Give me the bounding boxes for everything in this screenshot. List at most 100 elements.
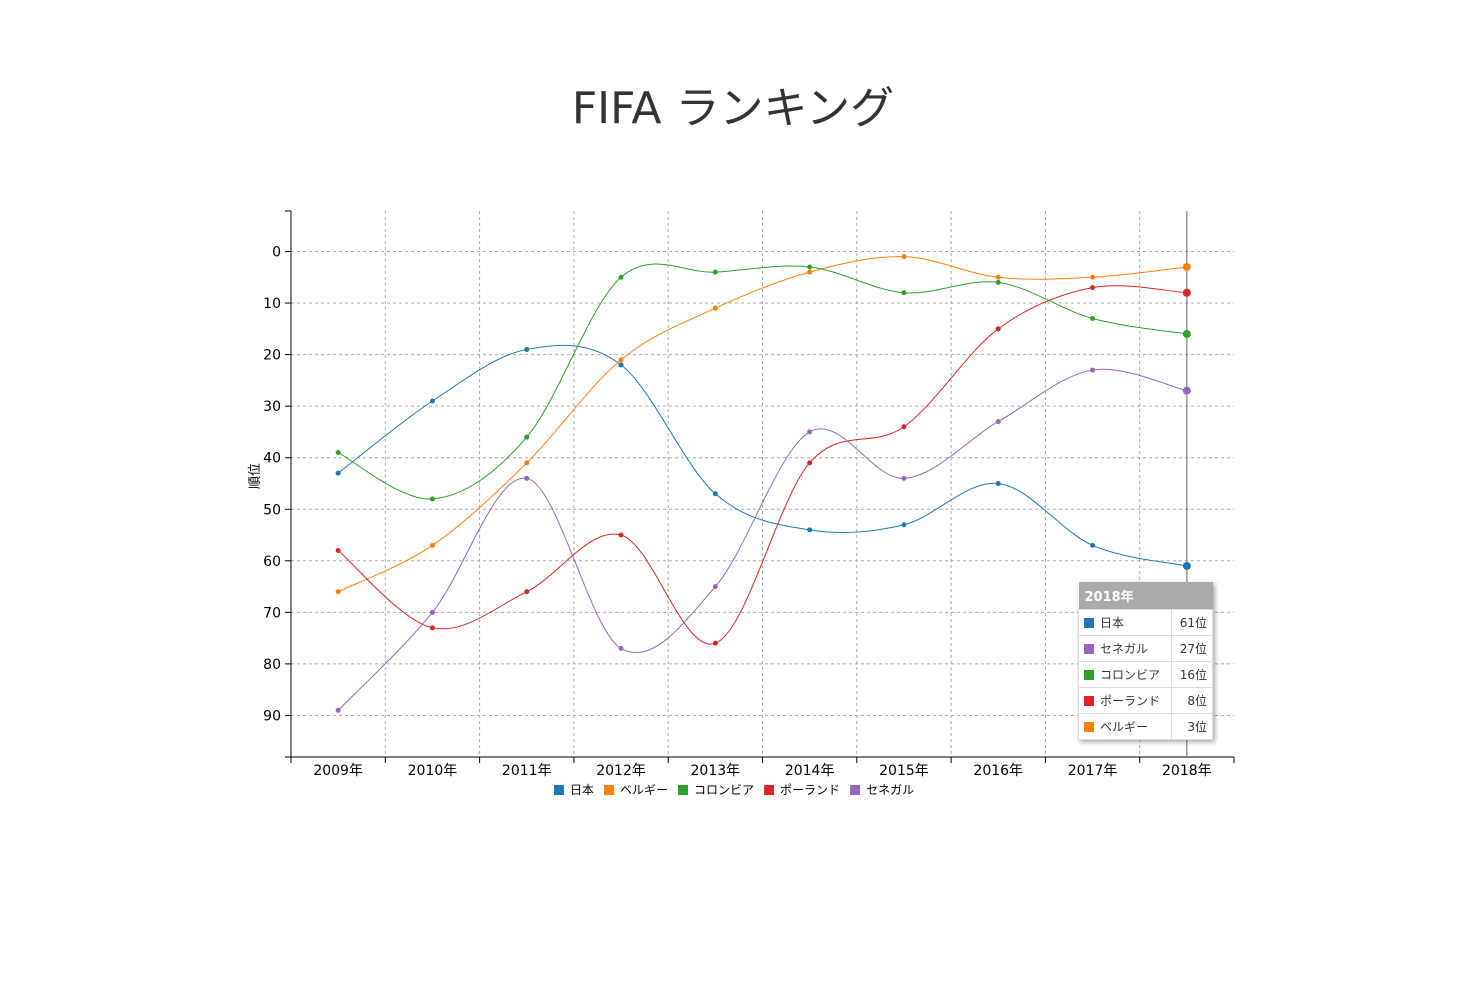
legend-item[interactable]: ポーランド	[764, 783, 840, 797]
data-point[interactable]	[618, 645, 624, 651]
data-point[interactable]	[524, 434, 530, 440]
tooltip-name: ポーランド	[1077, 687, 1173, 714]
data-point[interactable]	[429, 398, 435, 404]
tooltip: 2018年 日本 61位 セネガル 27位 コロンビア 16位 ポーランド 8位 ベルギー 3位	[1077, 582, 1213, 740]
tooltip-value: 8位	[1171, 687, 1213, 714]
data-point[interactable]	[335, 547, 341, 553]
tooltip-row: コロンビア 16位	[1077, 661, 1213, 688]
data-point[interactable]	[1090, 542, 1096, 548]
tooltip-swatch	[1084, 670, 1094, 680]
tooltip-row: ポーランド 8位	[1077, 687, 1213, 714]
y-tick-label: 30	[263, 399, 281, 415]
data-point[interactable]	[1090, 316, 1096, 322]
series-line-1	[337, 256, 1187, 593]
tooltip-name-label: 日本	[1100, 616, 1125, 630]
tooltip-name: 日本	[1077, 609, 1173, 636]
tooltip-swatch	[1084, 618, 1094, 628]
data-point[interactable]	[618, 274, 624, 280]
x-tick-label: 2009年	[313, 763, 363, 779]
data-point[interactable]	[1182, 262, 1191, 271]
data-point[interactable]	[618, 357, 624, 363]
data-point[interactable]	[712, 640, 718, 646]
legend-item[interactable]: ベルギー	[604, 783, 668, 797]
data-point[interactable]	[335, 470, 341, 476]
legend-swatch	[554, 785, 564, 795]
data-point[interactable]	[712, 269, 718, 275]
legend-item[interactable]: セネガル	[850, 783, 914, 797]
data-point[interactable]	[1182, 329, 1191, 338]
data-point[interactable]	[712, 305, 718, 311]
data-point[interactable]	[524, 346, 530, 352]
data-point[interactable]	[1090, 285, 1096, 291]
x-tick-label: 2015年	[879, 763, 929, 779]
data-point[interactable]	[807, 429, 813, 435]
data-point[interactable]	[901, 475, 907, 481]
legend-swatch	[678, 785, 689, 795]
x-tick-label: 2011年	[502, 763, 552, 779]
x-tick-label: 2016年	[973, 763, 1023, 779]
y-tick-label: 90	[263, 708, 281, 724]
data-point[interactable]	[901, 254, 907, 260]
chart-title: FIFA ランキング	[571, 83, 895, 134]
tooltip-name-label: セネガル	[1100, 642, 1149, 656]
legend-swatch	[604, 785, 615, 795]
data-point[interactable]	[429, 496, 435, 502]
data-point[interactable]	[1182, 561, 1191, 570]
data-point[interactable]	[807, 264, 813, 270]
data-point[interactable]	[429, 625, 435, 631]
data-point[interactable]	[618, 532, 624, 538]
y-tick-label: 60	[263, 554, 281, 570]
data-point[interactable]	[524, 460, 530, 466]
data-point[interactable]	[807, 460, 813, 466]
tooltip-value: 61位	[1171, 609, 1213, 636]
legend-label: セネガル	[866, 783, 914, 797]
tooltip-row: セネガル 27位	[1077, 635, 1213, 662]
data-point[interactable]	[995, 419, 1001, 425]
x-tick-label: 2012年	[596, 763, 646, 779]
data-point[interactable]	[901, 522, 907, 528]
legend-item[interactable]: コロンビア	[678, 783, 754, 797]
data-point[interactable]	[807, 269, 813, 275]
legend-item[interactable]: 日本	[554, 783, 594, 797]
data-point[interactable]	[995, 279, 1001, 285]
data-point[interactable]	[429, 542, 435, 548]
legend-label: ポーランド	[780, 783, 840, 797]
data-point[interactable]	[901, 290, 907, 296]
data-point[interactable]	[995, 274, 1001, 280]
tooltip-value: 3位	[1171, 713, 1213, 740]
data-point[interactable]	[1090, 367, 1096, 373]
data-point[interactable]	[712, 584, 718, 590]
data-point[interactable]	[524, 475, 530, 481]
tooltip-swatch	[1084, 696, 1094, 706]
tooltip-body: 日本 61位 セネガル 27位 コロンビア 16位 ポーランド 8位 ベルギー 3位	[1077, 609, 1213, 740]
series-lines	[337, 256, 1187, 711]
data-point[interactable]	[1182, 386, 1191, 395]
y-tick-label: 10	[263, 296, 281, 312]
data-point[interactable]	[1182, 288, 1191, 297]
data-point[interactable]	[807, 527, 813, 533]
y-tick-label: 70	[263, 605, 281, 621]
data-point[interactable]	[1090, 274, 1096, 280]
data-point[interactable]	[335, 589, 341, 595]
tooltip-swatch	[1084, 722, 1094, 732]
data-point[interactable]	[901, 424, 907, 430]
data-point[interactable]	[618, 362, 624, 368]
data-point[interactable]	[429, 609, 435, 615]
data-point[interactable]	[524, 589, 530, 595]
legend: 日本 ベルギー コロンビア ポーランド セネガル	[554, 783, 914, 797]
series-points	[335, 254, 1191, 713]
y-tick-label: 0	[272, 245, 281, 261]
tooltip-value: 27位	[1171, 635, 1213, 662]
data-point[interactable]	[995, 480, 1001, 486]
y-tick-label: 20	[263, 348, 281, 364]
legend-swatch	[764, 785, 775, 795]
y-tick-label: 80	[263, 657, 281, 673]
x-tick-label: 2013年	[691, 763, 741, 779]
data-point[interactable]	[712, 491, 718, 497]
data-point[interactable]	[995, 326, 1001, 332]
data-point[interactable]	[335, 450, 341, 456]
x-tick-label: 2017年	[1068, 763, 1118, 779]
data-point[interactable]	[335, 707, 341, 713]
x-tick-label: 2014年	[785, 763, 835, 779]
